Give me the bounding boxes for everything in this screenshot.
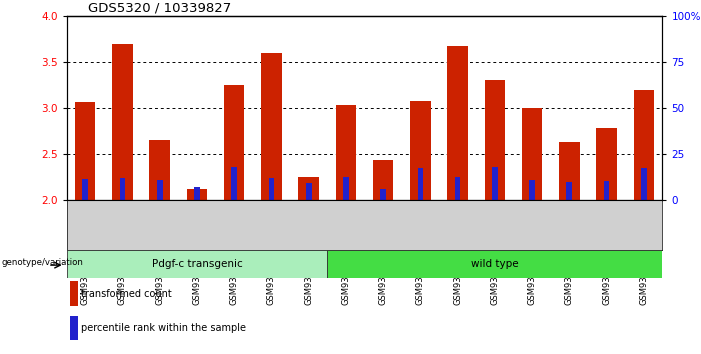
Bar [566, 182, 572, 200]
Bar [484, 80, 505, 200]
Bar [112, 44, 132, 200]
Bar [70, 316, 78, 340]
Bar [70, 281, 78, 306]
Bar [149, 140, 170, 200]
Bar [522, 108, 543, 200]
Bar [447, 46, 468, 200]
Bar [82, 179, 88, 200]
Bar [231, 167, 237, 200]
Bar [261, 53, 282, 200]
Bar [336, 105, 356, 200]
Bar [410, 101, 430, 200]
Text: transformed count: transformed count [81, 289, 172, 298]
Bar [634, 90, 654, 200]
Text: Pdgf-c transgenic: Pdgf-c transgenic [151, 259, 243, 269]
Text: GDS5320 / 10339827: GDS5320 / 10339827 [88, 1, 231, 14]
Bar [157, 180, 163, 200]
Bar [418, 168, 423, 200]
Bar [75, 102, 95, 200]
Bar [224, 85, 245, 200]
Bar [597, 128, 617, 200]
Text: genotype/variation: genotype/variation [1, 258, 83, 267]
Bar [67, 250, 327, 278]
Bar [306, 183, 311, 200]
Bar [604, 181, 609, 200]
Bar [641, 168, 647, 200]
Bar [380, 189, 386, 200]
Bar [268, 178, 274, 200]
Text: percentile rank within the sample: percentile rank within the sample [81, 323, 246, 333]
Text: wild type: wild type [471, 259, 519, 269]
Bar [194, 187, 200, 200]
Bar [559, 142, 580, 200]
Bar [299, 177, 319, 200]
Bar [492, 167, 498, 200]
Bar [373, 160, 393, 200]
Bar [327, 250, 662, 278]
Bar [186, 189, 207, 200]
Bar [529, 180, 535, 200]
Bar [343, 177, 349, 200]
Bar [455, 177, 461, 200]
Bar [120, 178, 125, 200]
